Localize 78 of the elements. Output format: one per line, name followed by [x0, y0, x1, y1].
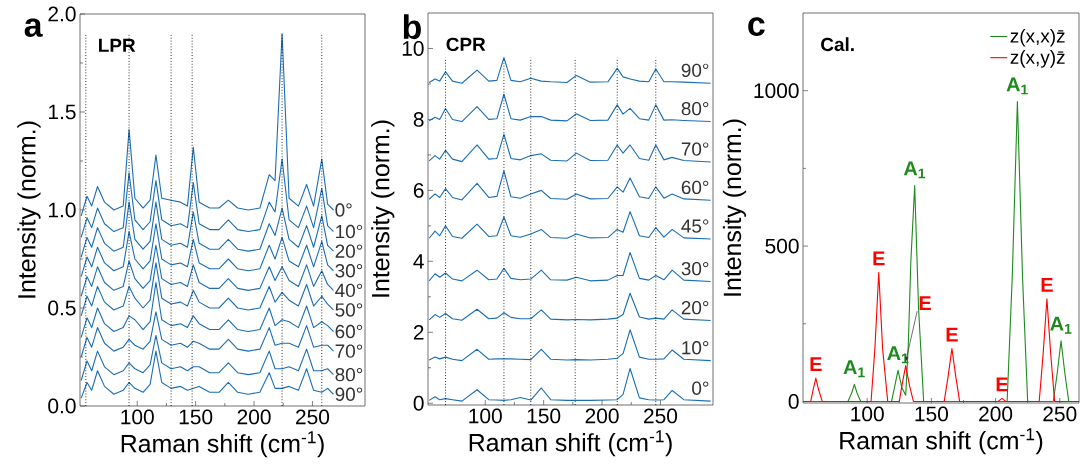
x-tick-label: 100	[851, 406, 884, 422]
series-label: 90°	[335, 387, 363, 401]
line-series	[428, 93, 712, 123]
legend-label: z(x,x)z̄	[1010, 28, 1065, 47]
series-label: 40°	[335, 283, 363, 298]
x-tick-label: 150	[527, 408, 561, 424]
x-tick-label: 200	[237, 409, 271, 425]
line-series	[428, 133, 712, 163]
y-tick-label: 500	[765, 238, 799, 254]
series-label: 20°	[681, 300, 709, 315]
series-label: 80°	[335, 367, 363, 382]
annotation: A$_{1}$	[843, 360, 865, 378]
annotation: E	[873, 251, 885, 266]
x-axis-title: Raman shift (cm$^{-1}$)	[840, 428, 1043, 455]
y-tick-label: 6	[413, 182, 424, 198]
annotation: E	[946, 327, 958, 342]
chart-title: a	[24, 18, 43, 37]
annotation: E	[919, 296, 931, 310]
x-tick-label: 100	[121, 409, 154, 425]
y-tick-label: 4	[413, 254, 424, 269]
x-axis-title: Raman shift (cm$^{-1}$)	[121, 431, 324, 458]
series-label: 60°	[335, 324, 363, 339]
y-axis-title: Intensity (norm.)	[371, 120, 395, 297]
y-tick-label: 1.0	[48, 202, 76, 218]
annotation: LPR	[99, 38, 136, 52]
series-label: 70°	[681, 142, 709, 156]
annotation: A$_{1}$	[1050, 316, 1072, 334]
line-series	[428, 57, 712, 84]
series-label: 90°	[681, 63, 709, 78]
y-tick-label: 0.0	[48, 398, 76, 414]
x-axis-title: Raman shift (cm$^{-1}$)	[469, 430, 672, 457]
series-label: 0°	[692, 381, 709, 395]
line-series	[80, 311, 335, 358]
y-tick-label: 1000	[754, 83, 799, 99]
series-label: 50°	[335, 303, 363, 317]
annotation: E	[810, 357, 822, 371]
y-axis-title: Intensity (norm.)	[722, 119, 747, 296]
annotation: Cal.	[821, 37, 854, 52]
y-tick-label: 2	[413, 324, 424, 340]
y-tick-label: 10	[402, 41, 424, 56]
y-axis-title: Intensity (norm.)	[17, 121, 41, 298]
chart-title: b	[403, 14, 421, 40]
series-label: 70°	[335, 344, 363, 358]
legend-label: z(x,y)z̄	[1010, 50, 1065, 68]
y-tick-label: 8	[413, 112, 424, 127]
x-tick-label: 200	[585, 408, 619, 424]
series-label: 80°	[681, 101, 709, 116]
series-label: 45°	[681, 219, 709, 233]
line-series	[428, 251, 712, 283]
x-tick-label: 250	[296, 409, 330, 425]
x-tick-label: 250	[1043, 406, 1077, 422]
annotation: CPR	[446, 37, 486, 52]
series-label: 10°	[336, 224, 363, 239]
series-label: 30°	[335, 264, 363, 278]
annotation: E	[996, 377, 1008, 392]
y-tick-label: 0.5	[48, 300, 76, 316]
line-series	[802, 271, 1080, 402]
annotation: A$_{1}$	[903, 161, 926, 179]
series-label: 10°	[682, 341, 709, 355]
annotation: A$_{1}$	[1006, 77, 1028, 95]
y-tick-label: 0	[788, 394, 799, 409]
y-tick-label: 1.5	[48, 104, 76, 120]
line-series	[428, 170, 712, 201]
chart-title: c	[748, 17, 765, 36]
series-label: 0°	[335, 203, 352, 217]
annotation: E	[1041, 277, 1053, 292]
x-tick-label: 100	[469, 408, 502, 424]
y-tick-label: 2.0	[48, 6, 76, 22]
y-tick-label: 0	[413, 395, 424, 411]
line-series	[428, 211, 712, 240]
x-tick-label: 200	[979, 406, 1013, 422]
x-tick-label: 250	[644, 408, 678, 424]
series-label: 20°	[335, 244, 363, 258]
line-series	[428, 292, 712, 322]
series-label: 30°	[681, 261, 709, 276]
series-label: 60°	[681, 180, 709, 195]
x-tick-label: 150	[915, 406, 949, 422]
x-tick-label: 150	[179, 409, 213, 425]
